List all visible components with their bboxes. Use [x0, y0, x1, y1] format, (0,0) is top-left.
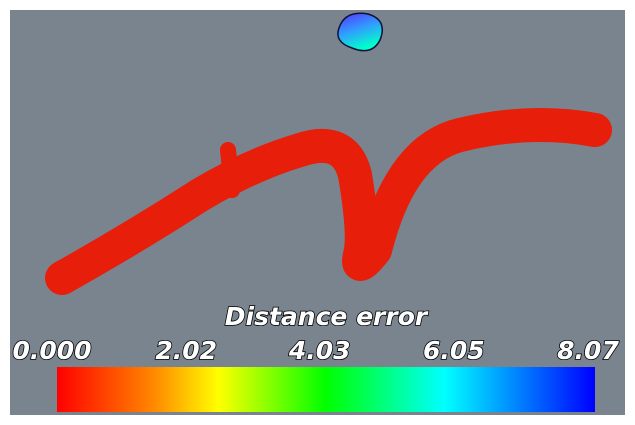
colorbar: [57, 367, 595, 412]
colorbar-tick-label: 6.05: [423, 336, 485, 365]
colorbar-tick-label: 0.000: [12, 336, 91, 365]
colorbar-tick-label: 8.07: [557, 336, 619, 365]
viewport: Distance error 0.000 2.02 4.03 6.05 8.07: [0, 0, 635, 425]
colorbar-tick-label: 2.02: [155, 336, 217, 365]
colorbar-title: Distance error: [225, 302, 429, 331]
colorbar-tick-label: 4.03: [288, 336, 351, 365]
brain-surface: [338, 13, 382, 50]
